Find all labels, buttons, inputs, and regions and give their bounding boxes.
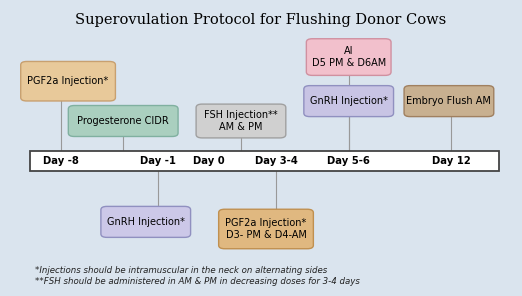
Text: Day -8: Day -8 [43, 156, 78, 166]
Text: Day 3-4: Day 3-4 [255, 156, 298, 166]
Text: PGF2a Injection*: PGF2a Injection* [28, 76, 109, 86]
Text: Embryo Flush AM: Embryo Flush AM [407, 96, 491, 106]
Text: Day 0: Day 0 [193, 156, 224, 166]
Text: GnRH Injection*: GnRH Injection* [310, 96, 388, 106]
FancyBboxPatch shape [196, 104, 286, 138]
FancyBboxPatch shape [404, 86, 494, 117]
Text: GnRH Injection*: GnRH Injection* [107, 217, 185, 227]
Text: Superovulation Protocol for Flushing Donor Cows: Superovulation Protocol for Flushing Don… [75, 13, 447, 27]
Text: PGF2a Injection*
D3- PM & D4-AM: PGF2a Injection* D3- PM & D4-AM [226, 218, 306, 240]
Text: Day 5-6: Day 5-6 [327, 156, 370, 166]
FancyBboxPatch shape [68, 105, 178, 136]
Text: Day -1: Day -1 [140, 156, 176, 166]
FancyBboxPatch shape [219, 209, 313, 249]
FancyBboxPatch shape [21, 62, 115, 101]
Text: FSH Injection**
AM & PM: FSH Injection** AM & PM [204, 110, 278, 132]
Text: AI
D5 PM & D6AM: AI D5 PM & D6AM [312, 46, 386, 68]
FancyBboxPatch shape [30, 151, 499, 171]
Text: Progesterone CIDR: Progesterone CIDR [77, 116, 169, 126]
FancyBboxPatch shape [101, 206, 191, 237]
Text: **FSH should be administered in AM & PM in decreasing doses for 3-4 days: **FSH should be administered in AM & PM … [35, 277, 360, 286]
FancyBboxPatch shape [306, 39, 391, 75]
Text: Day 12: Day 12 [432, 156, 471, 166]
Text: *Injections should be intramuscular in the neck on alternating sides: *Injections should be intramuscular in t… [35, 266, 328, 275]
FancyBboxPatch shape [304, 86, 394, 117]
